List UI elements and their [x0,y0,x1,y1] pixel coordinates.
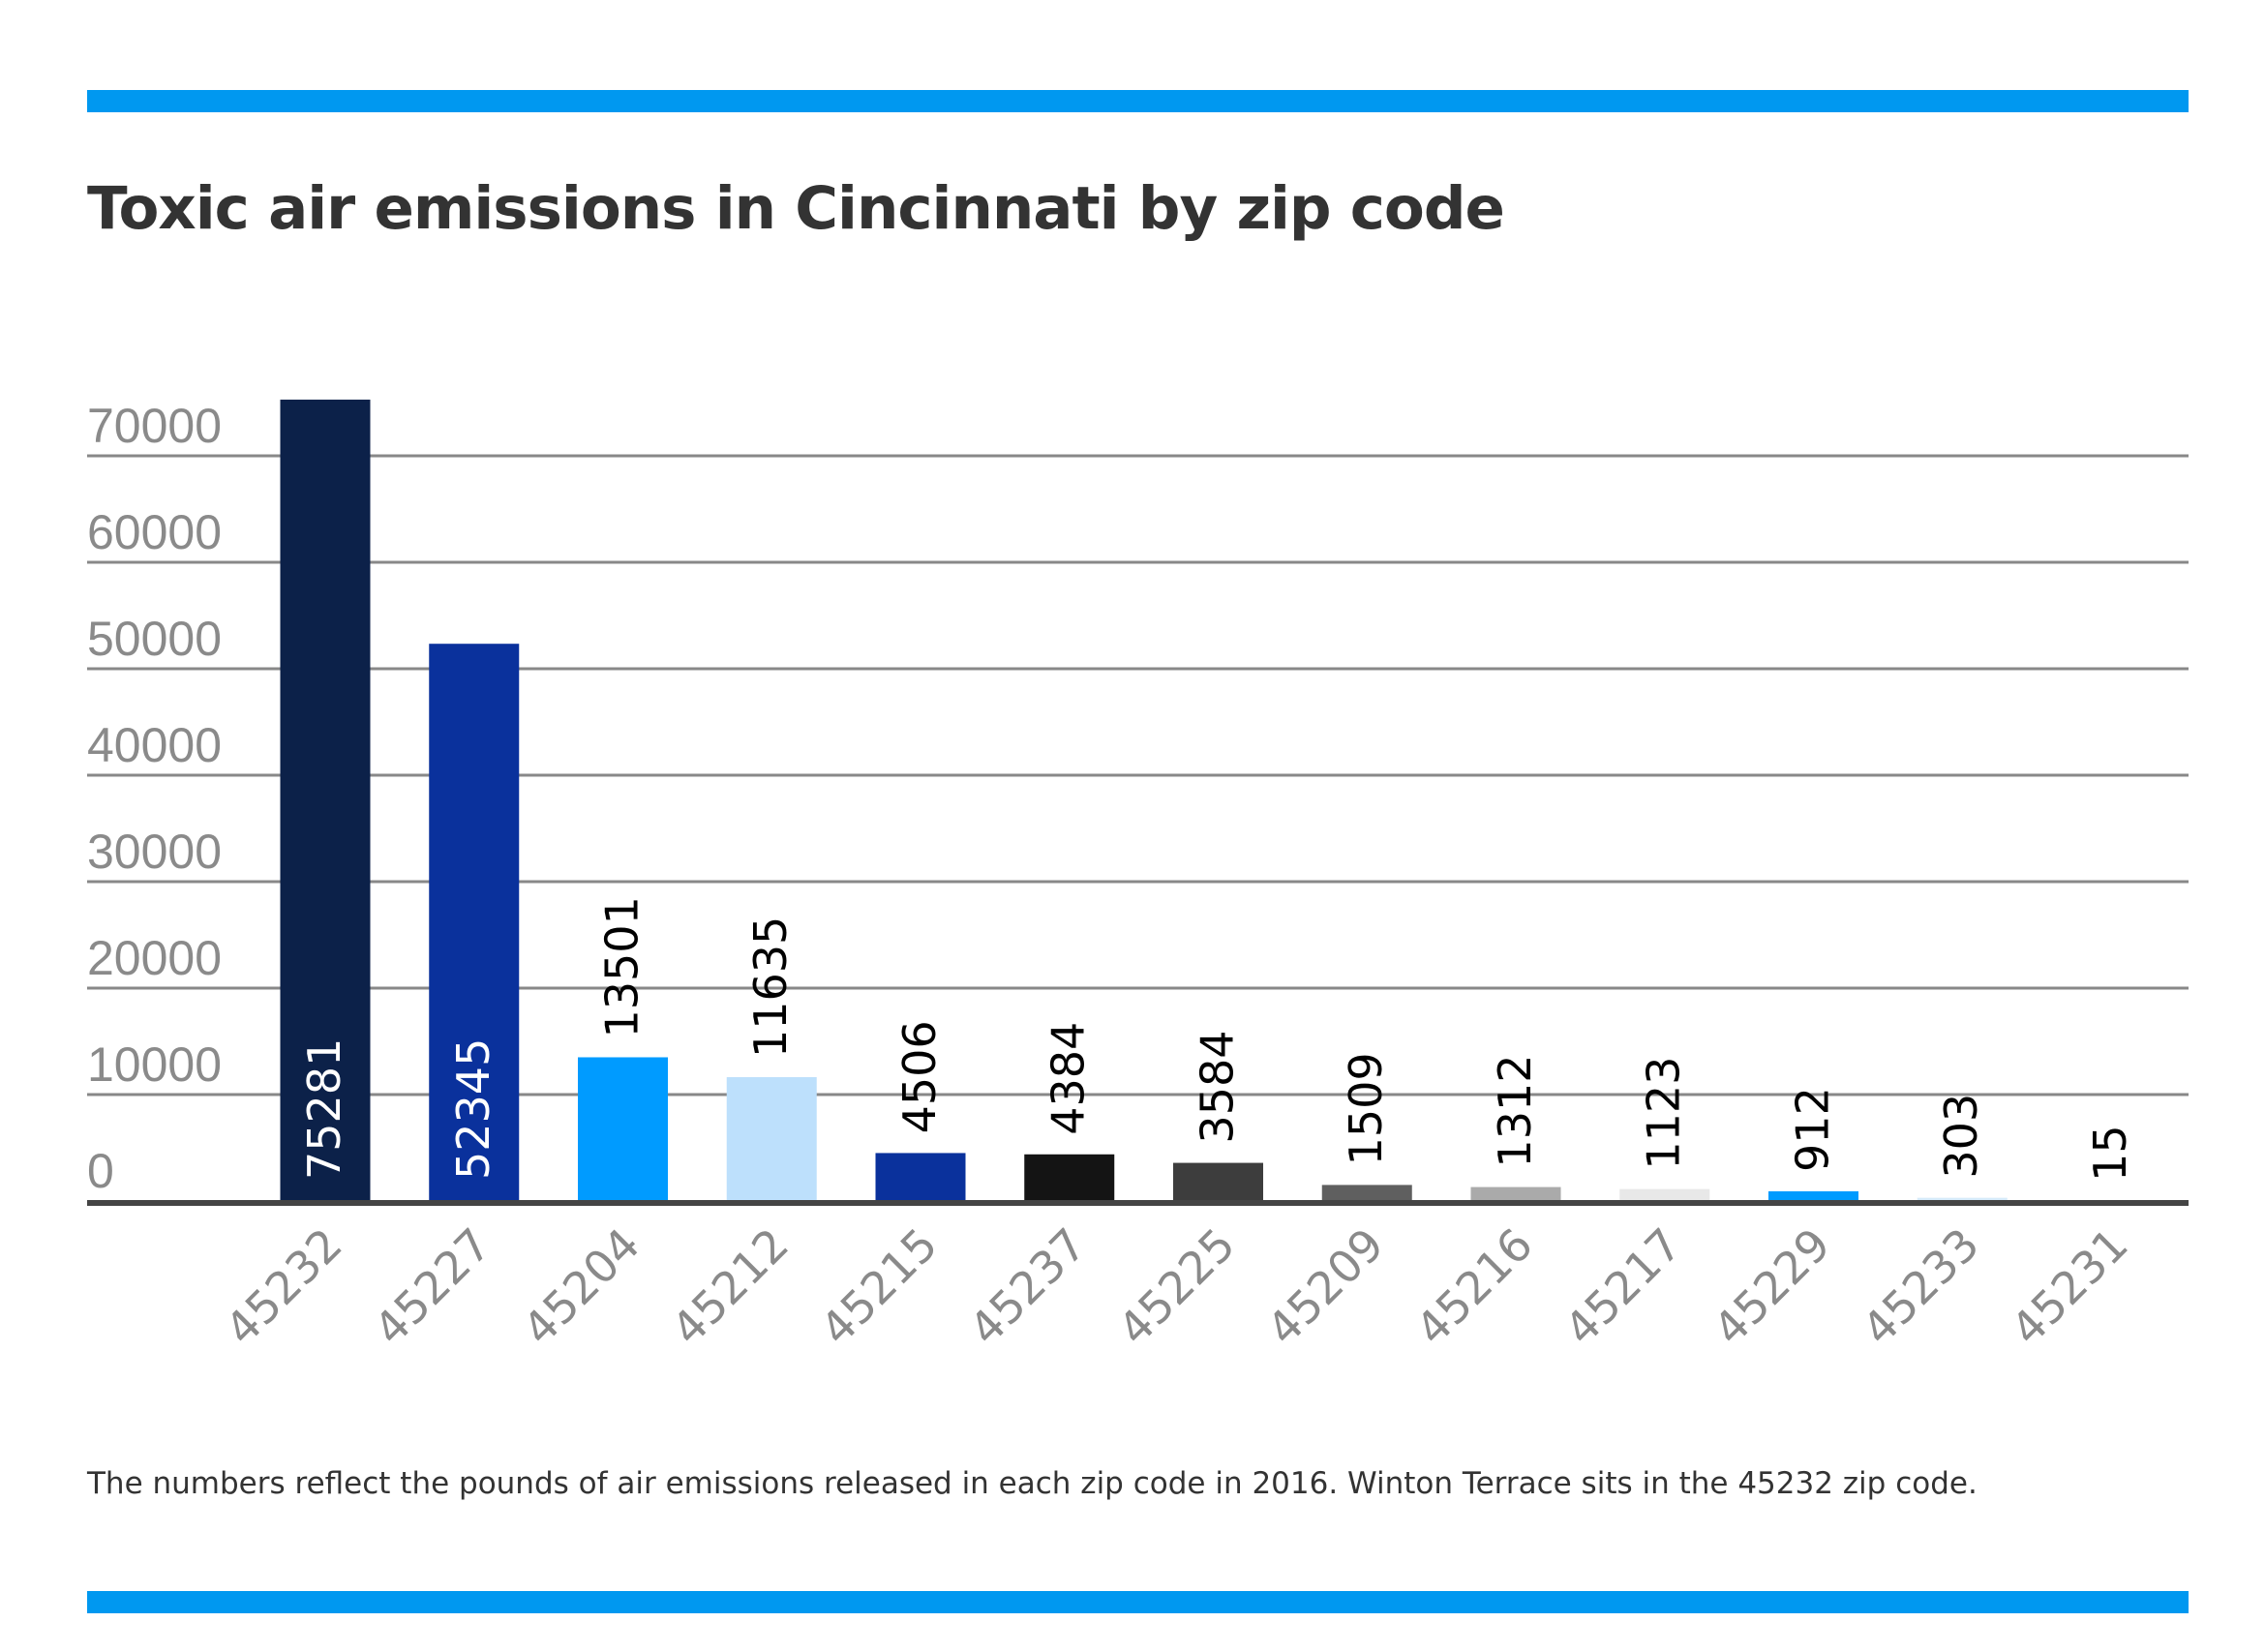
data-label: 52345 [447,1038,499,1180]
data-label: 75281 [298,1038,350,1180]
bar-45217 [1619,1188,1710,1201]
y-tick-label: 0 [87,1144,114,1198]
bar-45237 [1024,1154,1115,1201]
data-label: 4384 [1042,1022,1095,1135]
x-tick-label: 45227 [364,1218,501,1356]
x-tick-label: 45215 [810,1218,948,1356]
data-label: 1123 [1638,1057,1690,1170]
bar-45229 [1768,1190,1858,1201]
bar-45227 [429,644,520,1201]
data-label: 4506 [893,1020,946,1133]
data-label: 1312 [1489,1054,1541,1167]
data-label: 1509 [1340,1052,1392,1165]
x-tick-label: 45229 [1704,1218,1841,1356]
x-tick-label: 45204 [513,1218,650,1356]
bar-45225 [1173,1162,1263,1201]
x-tick-label: 45216 [1405,1218,1543,1356]
x-tick-label: 45209 [1256,1218,1394,1356]
x-tick-label: 45212 [661,1218,799,1356]
x-tick-label: 45217 [1555,1218,1692,1356]
bar-45216 [1470,1186,1561,1201]
x-tick-label: 45225 [1108,1218,1246,1356]
bar-45233 [1917,1197,2008,1201]
chart-title: Toxic air emissions in Cincinnati by zip… [87,174,1505,243]
y-tick-label: 20000 [87,931,222,985]
data-label: 303 [1935,1094,1987,1179]
x-tick-label: 45232 [215,1218,352,1356]
data-label: 11635 [744,916,797,1058]
y-tick-label: 30000 [87,825,222,879]
y-tick-label: 40000 [87,718,222,772]
bar-45209 [1321,1185,1412,1201]
bottom-rule [87,1591,2189,1613]
data-label: 15 [2084,1125,2136,1182]
bar-45232 [280,399,371,1201]
top-rule [87,90,2189,112]
y-tick-label: 50000 [87,612,222,666]
x-tick-label: 45231 [2001,1218,2138,1356]
data-label: 13501 [596,896,649,1037]
footnote: The numbers reflect the pounds of air em… [87,1466,1978,1501]
y-tick-label: 70000 [87,399,222,453]
data-label: 3584 [1192,1030,1244,1143]
x-tick-label: 45233 [1852,1218,1989,1356]
bar-45215 [875,1153,966,1201]
bar-45212 [726,1077,817,1201]
bar-45204 [578,1057,668,1201]
y-tick-label: 60000 [87,505,222,559]
data-label: 912 [1787,1087,1839,1172]
y-tick-label: 10000 [87,1037,222,1092]
x-tick-label: 45237 [959,1218,1097,1356]
